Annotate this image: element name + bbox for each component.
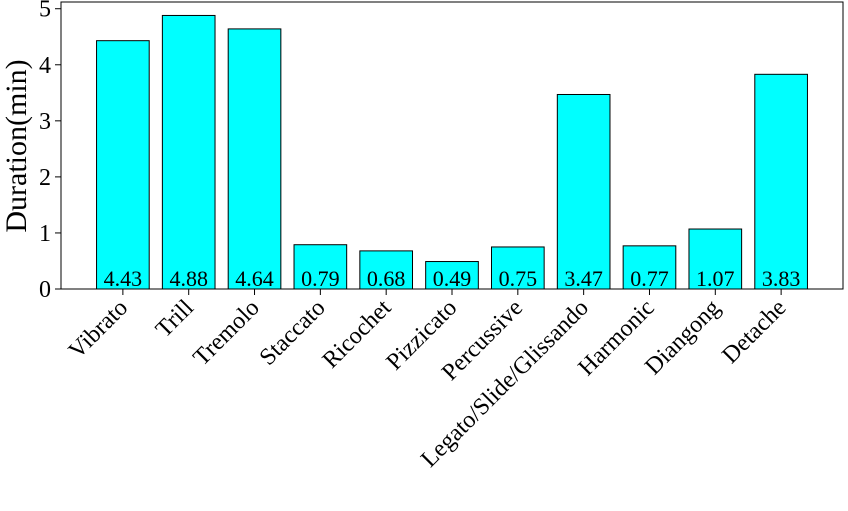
value-label: 0.75	[499, 266, 538, 291]
value-label: 4.88	[169, 266, 208, 291]
y-tick-label: 0	[39, 277, 51, 303]
value-label: 4.43	[104, 266, 143, 291]
bar	[688, 228, 743, 290]
y-tick-label: 5	[39, 0, 51, 23]
y-tick-label: 4	[39, 53, 51, 79]
y-tick-label: 3	[39, 109, 51, 135]
y-tick-label: 1	[39, 221, 51, 247]
value-label: 3.83	[762, 266, 801, 291]
bar	[556, 93, 611, 290]
bar	[96, 40, 150, 290]
y-tick-label: 2	[39, 165, 51, 191]
bar	[754, 73, 808, 290]
x-tick-label: Tremolo	[189, 295, 265, 371]
bar	[293, 244, 348, 290]
y-axis-label: Duration(min)	[0, 59, 33, 232]
value-label: 0.79	[301, 266, 340, 291]
bar	[227, 28, 282, 290]
x-tick-label: Trill	[151, 295, 199, 343]
x-tick-label: Ricochet	[318, 295, 397, 374]
bar	[359, 250, 414, 290]
bar	[425, 261, 479, 290]
x-tick-label: Staccato	[255, 295, 331, 371]
value-label: 0.49	[433, 266, 472, 291]
bar	[161, 14, 216, 290]
x-tick-label: Detache	[717, 295, 791, 369]
bar	[490, 246, 545, 290]
value-label: 0.68	[367, 266, 406, 291]
x-tick-label: Vibrato	[64, 295, 133, 364]
plot-frame	[60, 1, 844, 290]
value-label: 4.64	[235, 266, 274, 291]
value-label: 1.07	[696, 266, 735, 291]
value-label: 0.77	[630, 266, 669, 291]
value-label: 3.47	[564, 266, 603, 291]
